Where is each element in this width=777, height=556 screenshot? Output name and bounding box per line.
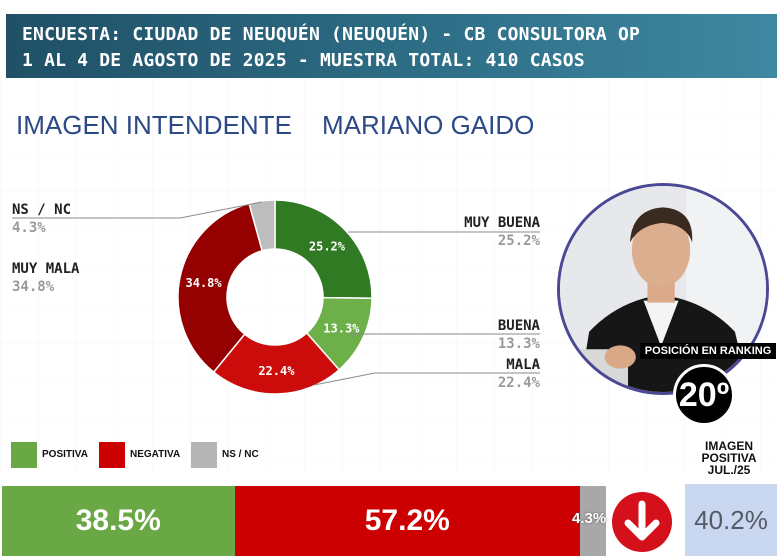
ranking-position-badge: 20º xyxy=(673,364,735,426)
slice-mala-value: 22.4% xyxy=(258,364,295,378)
label-muy-buena: MUY BUENA 25.2% xyxy=(464,215,540,249)
header-line-2: 1 AL 4 DE AGOSTO DE 2025 - MUESTRA TOTAL… xyxy=(22,50,585,71)
slice-buena-value: 13.3% xyxy=(323,321,360,335)
legend-label-positiva: POSITIVA xyxy=(42,449,88,460)
summary-bar-positiva: 38.5% xyxy=(2,486,235,556)
previous-label-line-1: IMAGEN xyxy=(705,439,753,453)
slice-muy-buena xyxy=(274,199,373,299)
summary-bar-negativa: 57.2% xyxy=(234,486,581,556)
leader-line-mala xyxy=(313,372,540,386)
slice-muy-buena-value: 25.2% xyxy=(309,240,346,254)
down-arrow-icon xyxy=(624,500,660,541)
slice-muy-mala xyxy=(177,202,264,374)
mayor-portrait xyxy=(557,183,769,395)
previous-image-label: IMAGEN POSITIVA JUL./25 xyxy=(688,440,770,476)
slice-muy-mala-value: 34.8% xyxy=(186,276,223,290)
label-ns-nc: NS / NC 4.3% xyxy=(12,202,72,236)
previous-label-line-3: JUL./25 xyxy=(707,463,751,477)
legend-swatch-negativa xyxy=(99,442,125,468)
section-title: IMAGEN INTENDENTE xyxy=(16,110,292,140)
slice-ns-nc xyxy=(248,199,276,252)
legend-label-negativa: NEGATIVA xyxy=(130,449,181,460)
summary-bar-ns-nc xyxy=(580,486,606,556)
survey-header: ENCUESTA: CIUDAD DE NEUQUÉN (NEUQUÉN) - … xyxy=(6,14,777,78)
label-muy-mala: MUY MALA 34.8% xyxy=(12,261,80,295)
previous-positive-value: 40.2% xyxy=(685,484,777,556)
portrait-illustration xyxy=(560,186,766,392)
leader-line-ns-nc xyxy=(12,201,263,219)
label-mala: MALA 22.4% xyxy=(497,357,540,391)
summary-bar-ns-nc-value: 4.3% xyxy=(572,510,607,527)
ranking-label: POSICIÓN EN RANKING xyxy=(640,343,776,359)
legend-label-ns-nc: NS / NC xyxy=(222,449,259,460)
mayor-name: MARIANO GAIDO xyxy=(322,110,535,140)
legend-swatch-ns-nc xyxy=(191,442,217,468)
header-line-1: ENCUESTA: CIUDAD DE NEUQUÉN (NEUQUÉN) - … xyxy=(22,24,641,45)
slice-mala xyxy=(212,331,341,395)
label-buena: BUENA 13.3% xyxy=(497,318,540,352)
legend-swatch-positiva xyxy=(11,442,37,468)
trend-indicator xyxy=(612,492,672,552)
previous-label-line-2: POSITIVA xyxy=(701,451,757,465)
